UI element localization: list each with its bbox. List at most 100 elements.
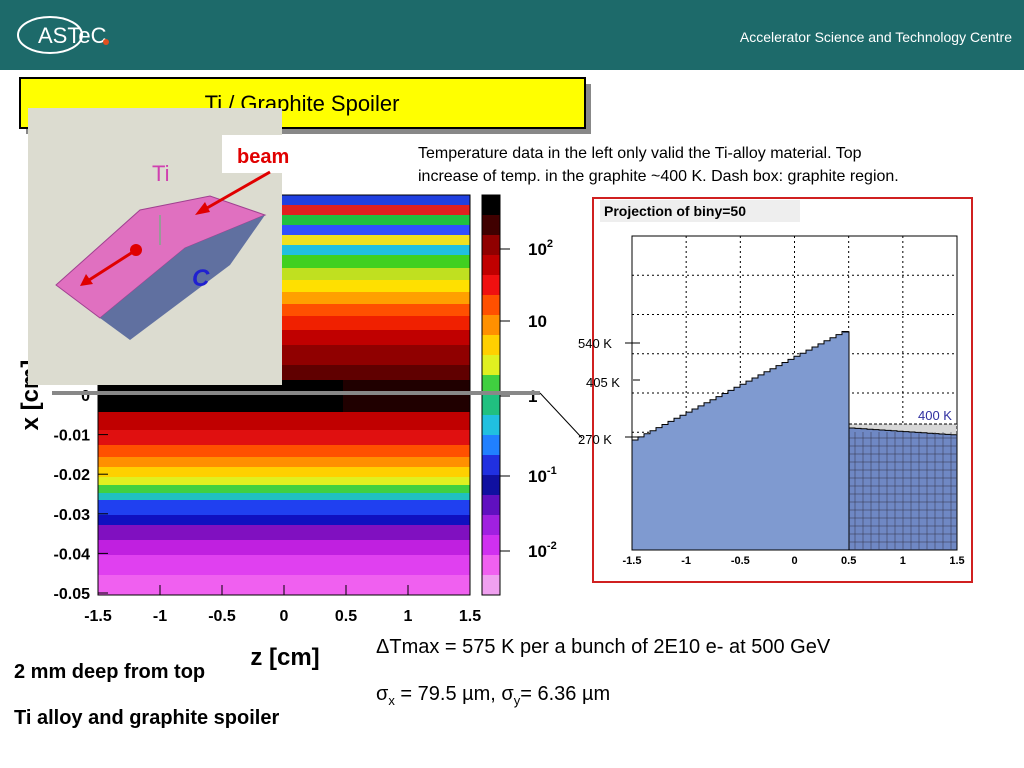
header-org: Accelerator Science and Technology Centr…	[740, 29, 1012, 45]
colorbar-label: 102	[528, 238, 553, 259]
colorbar-cell	[482, 335, 500, 355]
projection-title-box	[600, 200, 800, 222]
heat-band	[98, 430, 470, 445]
bottom-line-1: 2 mm deep from top	[14, 661, 206, 683]
heat-band	[98, 195, 470, 205]
heat-band	[98, 445, 470, 457]
heat-band	[98, 245, 470, 255]
logo-dot	[103, 39, 109, 45]
sigma-text: σ	[376, 683, 389, 705]
heat-band	[98, 515, 470, 525]
colorbar-cell	[482, 575, 500, 595]
heat-band	[98, 225, 470, 235]
heat-band	[98, 500, 470, 515]
x-tick-label: 0.5	[335, 608, 357, 625]
heat-core	[98, 380, 343, 412]
colorbar-cell	[482, 475, 500, 495]
colorbar-base: 10	[528, 467, 547, 486]
sigma-text: = 79.5 µm, σ	[394, 683, 514, 705]
c-shape	[100, 215, 265, 340]
colorbar-base: 10	[528, 240, 547, 259]
colorbar-cell	[482, 555, 500, 575]
y-tick-label: -0.05	[54, 586, 91, 603]
level-label: 270 K	[578, 432, 612, 447]
colorbar-label: 10-2	[528, 540, 557, 561]
heat-band	[98, 215, 470, 225]
x-tick-label: -1	[153, 608, 167, 625]
colorbar-cell	[482, 375, 500, 395]
y-tick-label: -0.04	[54, 546, 91, 563]
projection-title: Projection of biny=50	[604, 203, 746, 219]
sigma-text: = 6.36 µm	[520, 683, 611, 705]
note-line-1: Temperature data in the left only valid …	[418, 145, 862, 162]
projection-plot: -1.5 -1 -0.5 0 0.5 1 1.5 540 K 405 K 270 K 400 K	[578, 235, 965, 567]
heat-band	[98, 485, 470, 493]
x-tick-label: 0.5	[841, 555, 856, 567]
heat-band	[98, 205, 470, 215]
heat-band	[98, 540, 470, 555]
logo: ASTeC	[38, 23, 107, 48]
x-tick-label: -0.5	[208, 608, 236, 625]
note-line-2: increase of temp. in the graphite ~400 K…	[418, 168, 899, 185]
level-label: 540 K	[578, 336, 612, 351]
y-tick-label: -0.02	[54, 467, 91, 484]
colorbar-cell	[482, 295, 500, 315]
heat-band	[98, 467, 470, 477]
histogram-ti	[631, 331, 850, 551]
x-tick-label: 1.5	[459, 608, 481, 625]
dtmax: ΔTmax = 575 K per a bunch of 2E10 e- at …	[376, 636, 831, 658]
y-tick-label: -0.03	[54, 507, 91, 524]
subscript: y	[513, 693, 521, 708]
heatmap: -1.5 -1 -0.5 0 0.5 1 1.5 0 -0.01 -0.02 -0.03 -0.04 -…	[17, 194, 481, 671]
colorbar-base: 10	[528, 312, 547, 331]
logo-ring	[17, 16, 83, 54]
colorbar-cell	[482, 275, 500, 295]
bottom-line-2: Ti alloy and graphite spoiler	[14, 707, 280, 729]
colorbar-cell	[482, 455, 500, 475]
colorbar-cell	[482, 235, 500, 255]
colorbar-exp: 2	[547, 238, 553, 250]
colorbar-exp: -1	[547, 465, 557, 477]
y-tick-label: -0.01	[54, 428, 91, 445]
colorbar-cell	[482, 255, 500, 275]
heat-band	[98, 493, 470, 500]
x-tick-label: -0.5	[731, 555, 750, 567]
x-tick-label: 1.5	[949, 555, 964, 567]
colorbar-cell	[482, 435, 500, 455]
x-tick-label: 0	[791, 555, 797, 567]
beam-arrow-head	[195, 202, 210, 215]
beam-dot	[130, 244, 142, 256]
colorbar-label: 10-1	[528, 465, 557, 486]
colorbar-cell	[482, 535, 500, 555]
colorbar-label: 1	[528, 387, 537, 406]
x-tick-label: -1	[681, 555, 691, 567]
beam-arrow-head-2	[80, 274, 93, 286]
colorbar-base: 1	[528, 387, 537, 406]
x-tick-label: 1	[404, 608, 413, 625]
heat-band	[98, 457, 470, 467]
colorbar-base: 10	[528, 542, 547, 561]
beam-arrow	[199, 170, 271, 214]
beam-label: beam	[237, 146, 289, 168]
x-tick-label: -1.5	[84, 608, 112, 625]
heat-band	[98, 412, 470, 430]
beam-arrow-2	[85, 248, 137, 284]
c-label: C	[192, 265, 210, 292]
colorbar-cell	[482, 395, 500, 415]
sigma: σx = 79.5 µm, σy= 6.36 µm	[376, 683, 610, 708]
colorbar-cell	[482, 195, 500, 215]
heat-band	[98, 555, 470, 575]
subscript: x	[388, 693, 395, 708]
x-tick-label: -1.5	[623, 555, 642, 567]
heat-band	[98, 235, 470, 245]
beam-label-box	[222, 135, 314, 173]
cut-arrow	[539, 392, 583, 439]
colorbar-cell	[482, 415, 500, 435]
colorbar-cell	[482, 215, 500, 235]
x-axis-label: z [cm]	[250, 644, 319, 671]
colorbar-cell	[482, 495, 500, 515]
level-label: 405 K	[586, 375, 620, 390]
colorbar-cell	[482, 315, 500, 335]
